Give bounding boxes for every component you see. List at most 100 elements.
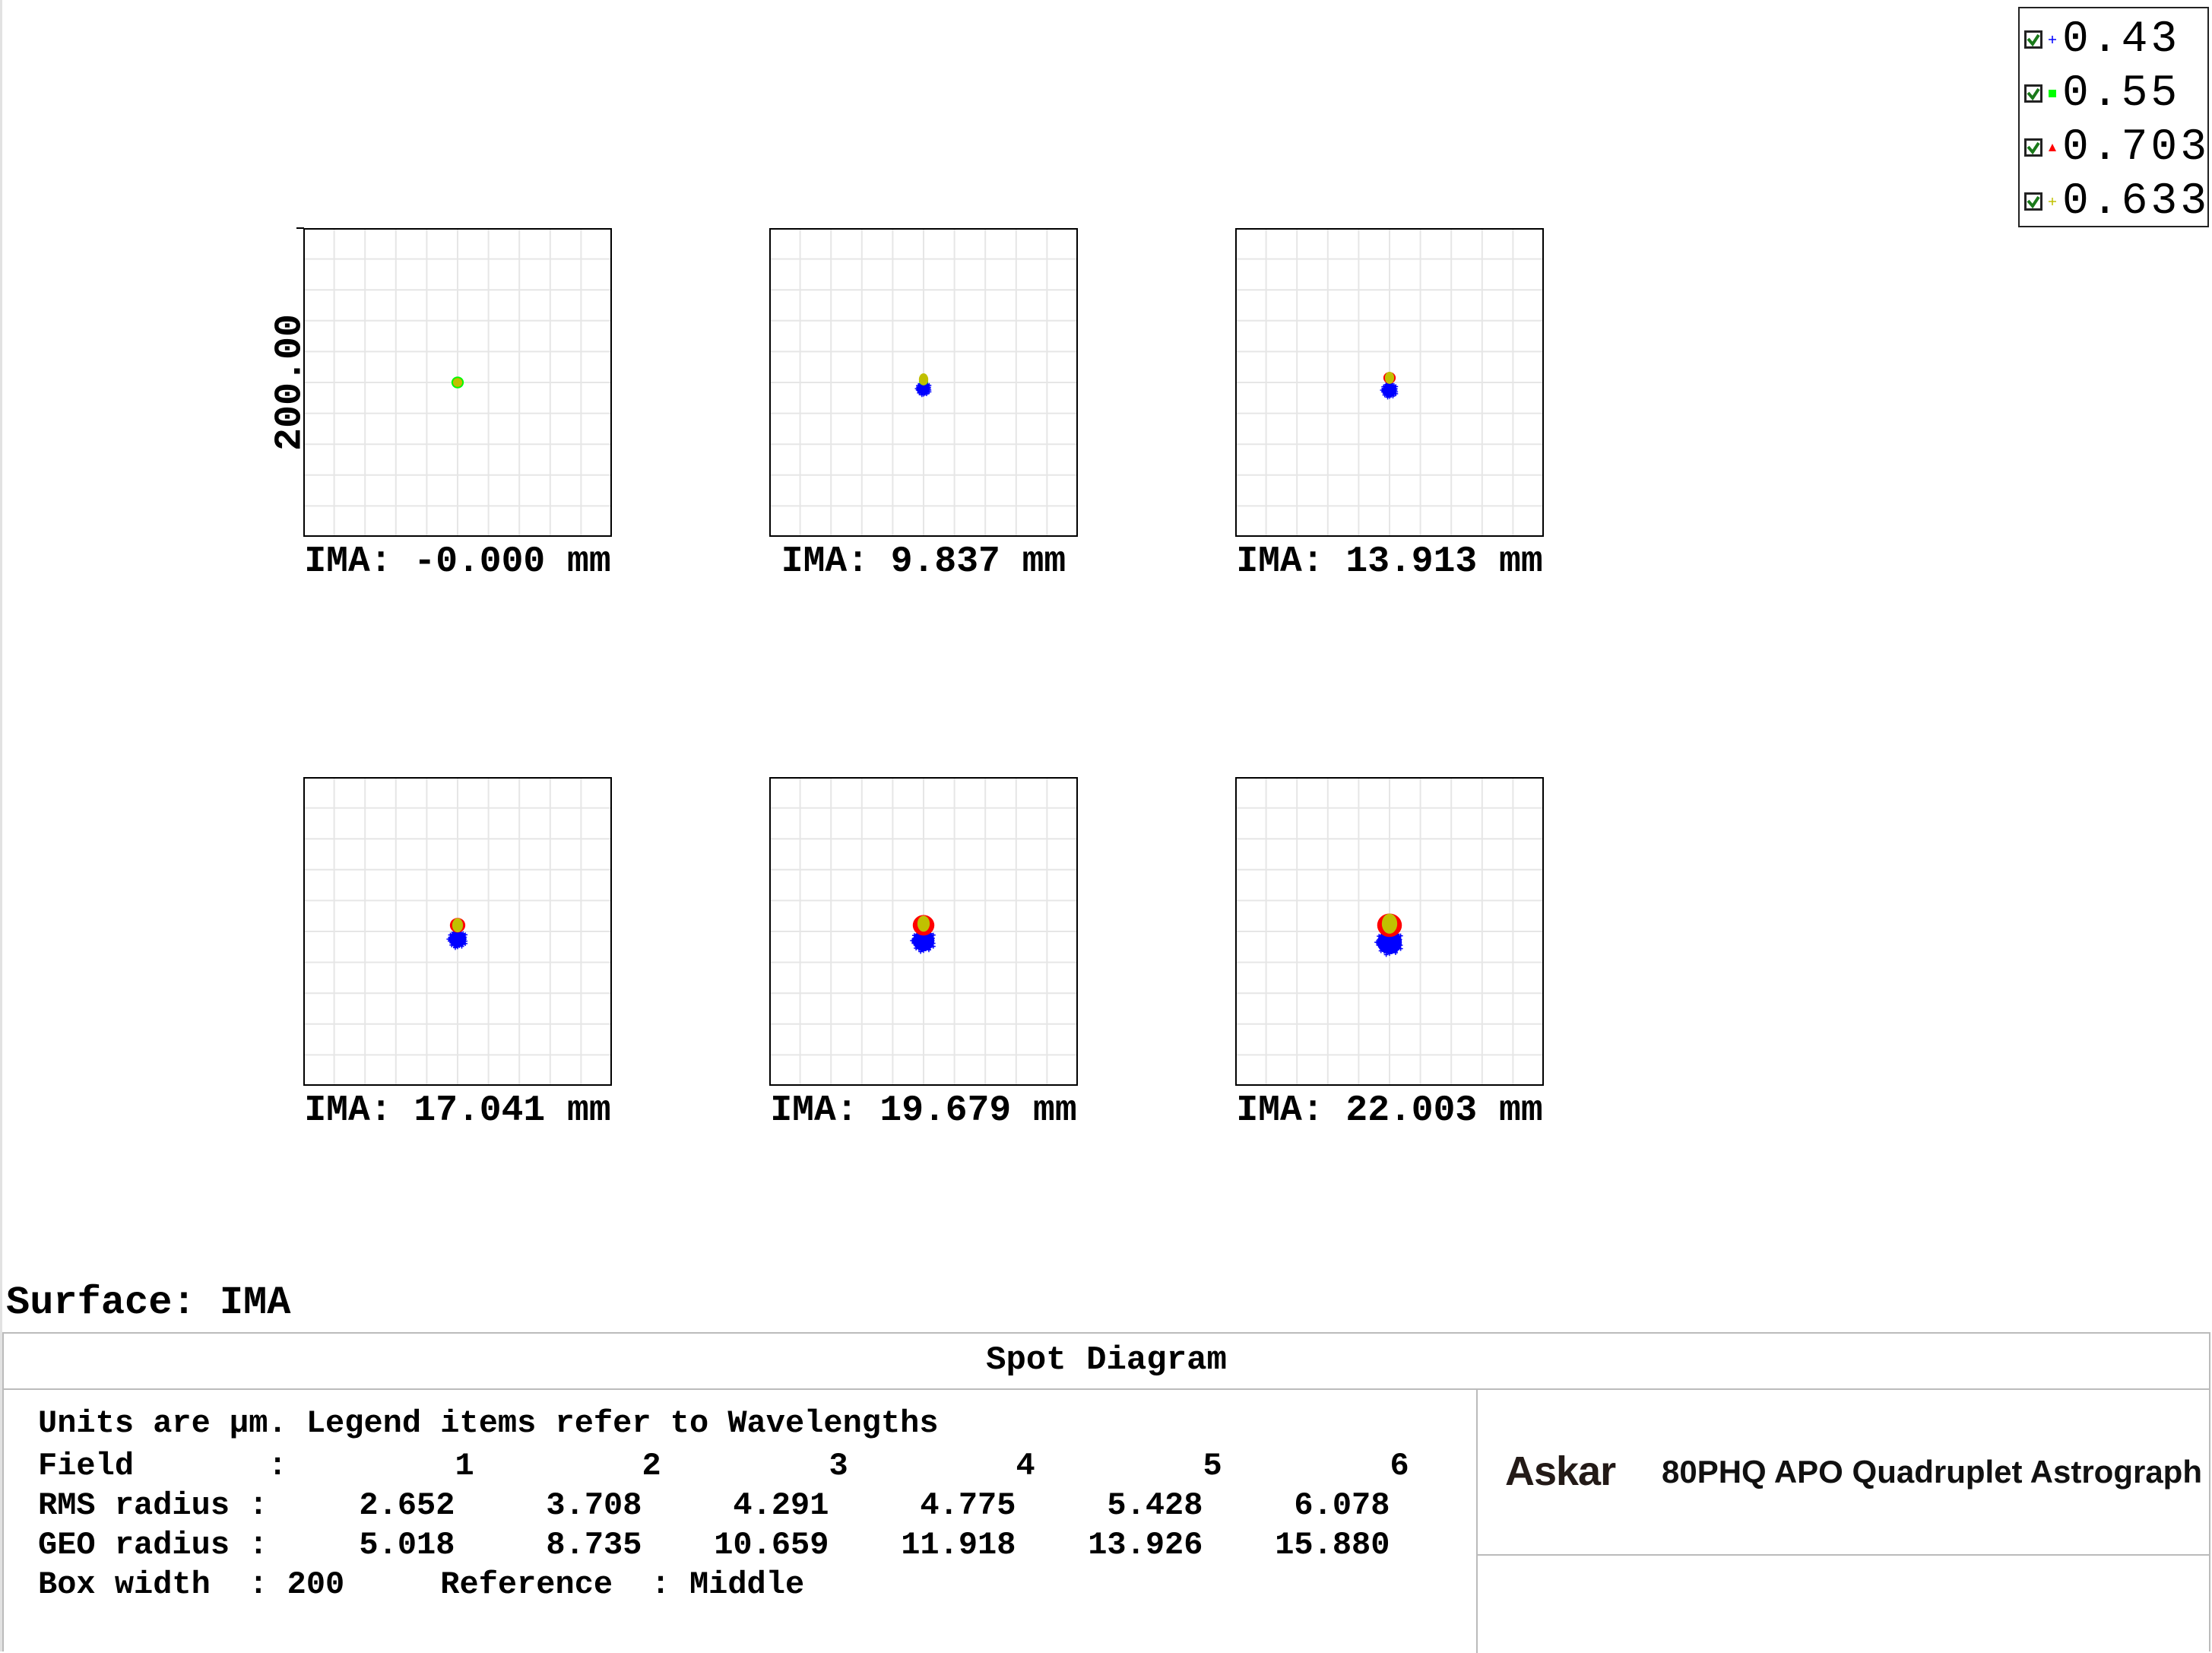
plus-marker-icon — [2047, 196, 2058, 207]
ray-point — [455, 944, 460, 950]
wavelength-legend: 0.43 0.55 0.703 0.633 — [2018, 7, 2209, 227]
legend-item[interactable]: 0.703 — [2024, 122, 2210, 173]
ray-point — [1382, 949, 1387, 954]
spot-diagram-info-table: Spot Diagram Units are µm. Legend items … — [2, 1332, 2210, 1653]
rms_radius-cell: 6.078 — [1294, 1487, 1390, 1524]
rms_radius-cell: 4.291 — [733, 1487, 829, 1524]
spot-0.633 — [1384, 371, 1395, 384]
geo_radius-cell: 11.918 — [901, 1527, 1016, 1563]
plot-frame — [1235, 228, 1544, 537]
field_numbers-cell: 6 — [1390, 1448, 1409, 1484]
rms_radius-cell: 3.708 — [546, 1487, 642, 1524]
triangle-marker-icon — [2047, 142, 2058, 153]
ray-point — [463, 941, 468, 946]
ray-point — [930, 932, 936, 938]
checkbox-checked-icon[interactable] — [2024, 30, 2042, 49]
legend-label: 0.703 — [2062, 122, 2210, 173]
field-label: IMA: -0.000 mm — [304, 541, 611, 582]
plot-frame — [769, 777, 1078, 1086]
info-panel: Units are µm. Legend items refer to Wave… — [4, 1388, 1478, 1653]
box-width-line: Box width : 200 Reference : Middle — [38, 1566, 805, 1603]
ray-point — [910, 938, 915, 944]
field-label: IMA: 17.041 mm — [304, 1090, 611, 1131]
legend-label: 0.633 — [2062, 176, 2210, 227]
ray-point — [462, 934, 467, 940]
product-name: 80PHQ APO Quadruplet Astrograph — [1662, 1454, 2202, 1490]
ray-point — [1398, 933, 1403, 938]
ray-point — [1387, 951, 1392, 957]
spot-plot-field-4 — [303, 777, 612, 1086]
ray-point — [926, 385, 931, 390]
y-axis-scale-label: 200.00 — [268, 313, 312, 452]
rms_radius-cell: 4.775 — [920, 1487, 1016, 1524]
checkbox-checked-icon[interactable] — [2024, 84, 2042, 103]
plot-frame — [303, 228, 612, 537]
square-marker-icon — [2047, 88, 2058, 99]
units-line: Units are µm. Legend items refer to Wave… — [38, 1405, 939, 1442]
field-row: Field : 1 2 3 4 5 6 — [38, 1448, 1409, 1484]
geo_radius-cell: 5.018 — [359, 1527, 455, 1563]
geo_radius-cell: 10.659 — [714, 1527, 829, 1563]
geo_radius-cell: 8.735 — [546, 1527, 642, 1563]
spot-plot-field-3 — [1235, 228, 1544, 537]
rms-row-label: RMS radius : — [38, 1487, 268, 1524]
spot-plot-field-1 — [303, 228, 612, 537]
ray-point — [1394, 947, 1399, 953]
field_numbers-cell: 1 — [455, 1448, 474, 1484]
legend-label: 0.43 — [2062, 14, 2181, 65]
spot-plot-field-5 — [769, 777, 1078, 1086]
ray-point — [926, 947, 931, 953]
rms_radius-cell: 5.428 — [1107, 1487, 1203, 1524]
field_numbers-cell: 2 — [642, 1448, 661, 1484]
ray-point — [1377, 934, 1382, 939]
window-left-edge — [0, 0, 2, 1651]
ray-point — [930, 944, 936, 949]
field_numbers-cell: 5 — [1203, 1448, 1222, 1484]
spot-0.633 — [1381, 913, 1398, 934]
legend-item[interactable]: 0.55 — [2024, 68, 2180, 119]
table-title: Spot Diagram — [4, 1334, 2209, 1390]
ray-point — [1378, 944, 1383, 950]
spot-0.43 — [912, 930, 935, 951]
surface-label: Surface: IMA — [6, 1280, 291, 1325]
field-label: IMA: 19.679 mm — [770, 1090, 1077, 1131]
legend-item[interactable]: 0.633 — [2024, 176, 2210, 227]
brand-panel: Askar 80PHQ APO Quadruplet Astrograph — [1478, 1388, 2209, 1556]
field_numbers-cell: 3 — [829, 1448, 848, 1484]
ray-point — [1393, 386, 1398, 392]
ray-point — [1398, 946, 1403, 951]
spot-plot-field-6 — [1235, 777, 1544, 1086]
field-label: IMA: 22.003 mm — [1236, 1090, 1543, 1131]
plot-frame — [1235, 777, 1544, 1086]
ray-point — [911, 941, 917, 946]
ray-point — [448, 932, 453, 938]
rms-radius-row: RMS radius : 2.652 3.708 4.291 4.775 5.428 6.0… — [38, 1487, 1390, 1524]
spot-0.633 — [917, 915, 930, 932]
spot-0.633 — [918, 373, 929, 385]
ray-point — [918, 949, 924, 954]
checkbox-checked-icon[interactable] — [2024, 138, 2042, 157]
ray-point — [921, 948, 926, 953]
legend-label: 0.55 — [2062, 68, 2181, 119]
askar-logo: Askar — [1505, 1448, 1616, 1494]
axis-tick — [296, 227, 304, 229]
ray-point — [930, 936, 935, 941]
field-label: IMA: 9.837 mm — [781, 541, 1066, 582]
field-row-label: Field : — [38, 1448, 287, 1484]
geo_radius-cell: 13.926 — [1088, 1527, 1203, 1563]
geo_radius-cell: 15.880 — [1275, 1527, 1390, 1563]
spot-plot-field-2 — [769, 228, 1078, 537]
ray-point — [1393, 950, 1398, 955]
ray-point — [463, 932, 468, 938]
legend-item[interactable]: 0.43 — [2024, 14, 2180, 65]
geo-row-label: GEO radius : — [38, 1527, 268, 1563]
geo-radius-row: GEO radius : 5.018 8.735 10.659 11.918 13.926… — [38, 1527, 1390, 1563]
ray-point — [459, 944, 464, 949]
plot-frame — [303, 777, 612, 1086]
ray-point — [1376, 943, 1381, 948]
spot-0.633 — [452, 918, 464, 933]
field-label: IMA: 13.913 mm — [1236, 541, 1543, 582]
ray-point — [911, 933, 917, 938]
checkbox-checked-icon[interactable] — [2024, 192, 2042, 211]
field_numbers-cell: 4 — [1016, 1448, 1035, 1484]
